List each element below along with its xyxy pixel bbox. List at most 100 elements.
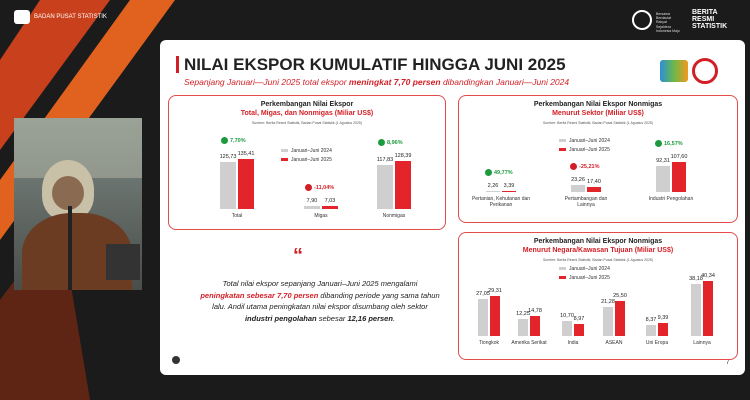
text-run: sebesar <box>316 313 348 323</box>
text-run: 12,16 persen <box>347 313 393 323</box>
source-note: Sumber: Berita Resmi Statistik, Badan Pu… <box>542 258 654 262</box>
value-label: 8,37 <box>645 316 657 323</box>
legend-item: Januari–Juni 2025 <box>281 157 332 163</box>
value-label: 23,26 <box>571 177 585 184</box>
legend-item: Januari–Juni 2025 <box>559 147 610 153</box>
category-label: ASEAN <box>605 340 623 346</box>
legend-swatch <box>559 267 566 271</box>
value-label: 125,73 <box>219 154 237 161</box>
category-label: Migas <box>314 213 328 219</box>
panel-title: Perkembangan Nilai Ekspor Nonmigas <box>533 238 663 245</box>
value-label: 38,18 <box>689 276 703 283</box>
legend-label: Januari–Juni 2024 <box>569 266 610 272</box>
quote-mark: “ <box>293 245 303 267</box>
growth-icon <box>305 184 312 192</box>
bar <box>703 281 713 336</box>
source-note: Sumber: Berita Resmi Statistik, Badan Pu… <box>251 121 363 125</box>
chart-panel: Perkembangan Nilai Ekspor Nonmigas Menuru… <box>458 232 738 360</box>
value-label: 135,41 <box>237 150 255 157</box>
value-label: 17,40 <box>587 179 601 186</box>
bps-logo <box>14 10 30 24</box>
bar <box>238 158 254 209</box>
bar <box>656 166 670 192</box>
value-label: 10,70 <box>560 313 574 320</box>
value-label: 107,60 <box>670 153 688 160</box>
growth-icon <box>655 139 662 147</box>
growth-icon <box>378 139 385 147</box>
value-label: 7,03 <box>324 198 336 205</box>
legend-item: Januari–Juni 2025 <box>559 275 610 281</box>
value-label: 7,90 <box>306 198 318 205</box>
source-note: Sumber: Berita Resmi Statistik, Badan Pu… <box>542 121 654 125</box>
growth-label: -11,04% <box>314 185 335 192</box>
value-label: 2,26 <box>487 183 499 190</box>
growth-badge: -25,21% <box>570 163 600 171</box>
slide-dot <box>172 356 180 364</box>
slide-title: NILAI EKSPOR KUMULATIF HINGGA JUNI 2025 <box>184 55 566 74</box>
brs-logo <box>632 10 652 30</box>
category-label: Lainnya <box>693 340 711 346</box>
category-label: Industri Pengolahan <box>648 196 694 202</box>
panel-subtitle: Total, Migas, dan Nonmigas (Miliar US$) <box>240 110 374 117</box>
page-number: 7 <box>726 360 730 366</box>
panel-subtitle: Menurut Sektor (Miliar US$) <box>552 110 644 117</box>
growth-label: 8,96% <box>387 140 403 147</box>
growth-label: -25,21% <box>579 164 600 171</box>
legend-label: Januari–Juni 2024 <box>291 148 332 154</box>
bar <box>322 206 338 209</box>
value-label: 25,50 <box>613 293 627 300</box>
bar <box>518 319 528 336</box>
bar <box>615 301 625 336</box>
growth-icon <box>570 163 577 171</box>
bar <box>646 324 656 336</box>
growth-badge: 8,96% <box>378 139 403 147</box>
bar <box>395 161 411 209</box>
value-label: 92,31 <box>656 158 670 165</box>
agency-name: BADAN PUSAT STATISTIK <box>34 14 107 20</box>
value-label: 117,83 <box>376 157 394 164</box>
text-run: Sepanjang Januari—Juni 2025 total ekspor <box>184 77 349 87</box>
category-label: Uni Eropa <box>645 340 669 346</box>
panel-title: Perkembangan Nilai Ekspor <box>260 101 354 108</box>
legend-swatch <box>559 139 566 143</box>
value-label: 128,39 <box>394 153 412 160</box>
bar <box>220 162 236 209</box>
growth-label: 7,70% <box>230 137 246 144</box>
text-run: industri pengolahan <box>244 313 317 323</box>
bar <box>562 321 572 336</box>
legend-swatch <box>559 148 566 152</box>
value-label: 12,25 <box>516 311 530 318</box>
value-label: 8,97 <box>573 315 585 322</box>
panel-subtitle: Menurut Negara/Kawasan Tujuan (Miliar US… <box>522 247 674 254</box>
bar <box>574 323 584 336</box>
bar <box>530 315 540 336</box>
legend-item: Januari–Juni 2024 <box>559 138 610 144</box>
bps-logo <box>660 60 688 82</box>
legend-label: Januari–Juni 2025 <box>569 147 610 153</box>
category-label: Tiongkok <box>478 340 500 346</box>
legend-item: Januari–Juni 2024 <box>281 148 332 154</box>
title-accent <box>176 56 179 73</box>
value-label: 14,78 <box>528 307 542 314</box>
chart-panel: Perkembangan Nilai Ekspor Total, Migas, d… <box>168 95 446 230</box>
category-label: Total <box>231 213 243 219</box>
bar <box>304 206 320 209</box>
panel-title: Perkembangan Nilai Ekspor Nonmigas <box>533 101 663 108</box>
brs-text: BERITA RESMI STATISTIK <box>692 9 728 30</box>
text-run: dibanding periode yang sama tahun lalu. … <box>212 290 440 312</box>
legend-swatch <box>281 158 288 162</box>
value-label: 27,05 <box>476 291 490 298</box>
motto: Bersama Berdaulat Rakyat Sejahtera Indon… <box>656 12 680 33</box>
bar <box>587 187 601 192</box>
legend-label: Januari–Juni 2024 <box>569 138 610 144</box>
value-label: 21,28 <box>601 299 615 306</box>
growth-badge: -11,04% <box>305 184 335 192</box>
category-label: Pertambangan dan Lainnya <box>564 196 608 209</box>
speaker-video <box>14 118 142 290</box>
anniversary-logo <box>692 58 718 84</box>
category-label: Nonmigas <box>382 213 406 219</box>
growth-label: 16,57% <box>664 140 683 147</box>
growth-badge: 16,57% <box>655 139 683 147</box>
value-label: 3,39 <box>503 183 515 190</box>
bar <box>672 161 686 192</box>
